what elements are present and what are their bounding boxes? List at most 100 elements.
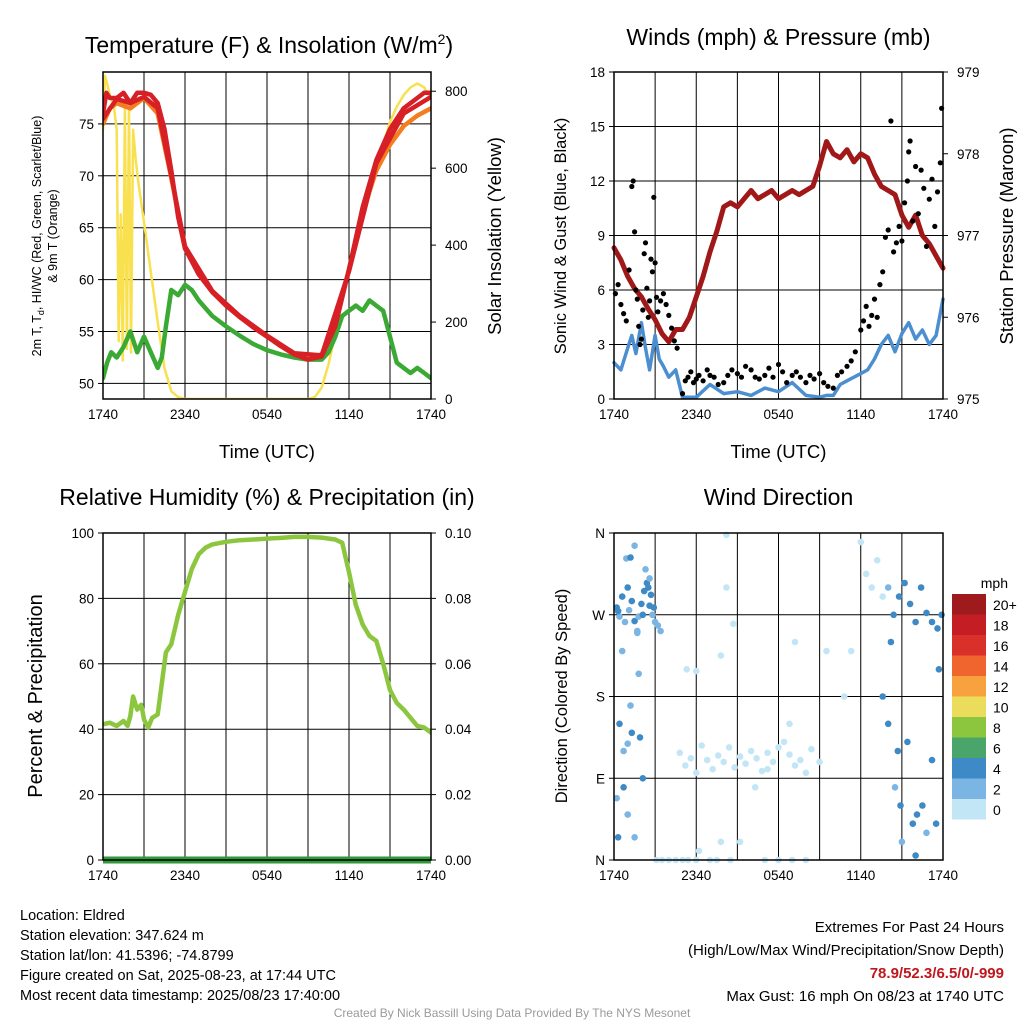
direction-point — [717, 838, 725, 846]
gust-point — [780, 369, 786, 375]
gust-point — [725, 372, 731, 378]
direction-point — [654, 622, 662, 629]
y-tick-label: S — [596, 690, 605, 705]
direction-point — [923, 609, 930, 617]
gust-point — [655, 309, 661, 315]
y2-tick-label: 0.10 — [445, 526, 471, 541]
title-text: Temperature (F) & Insolation (W/m — [85, 32, 438, 58]
legend-label: 4 — [993, 761, 1001, 777]
direction-point — [616, 720, 623, 728]
direction-point — [731, 764, 738, 771]
y2-tick-label: 977 — [957, 229, 980, 244]
legend-swatch — [952, 614, 986, 635]
x-tick-label: 1740 — [928, 407, 958, 422]
series-line-relative-humidity — [103, 534, 431, 735]
x-tick-label: 0540 — [763, 868, 793, 883]
x-tick-label: 1140 — [846, 407, 875, 422]
gust-point — [642, 240, 649, 246]
legend-swatch — [952, 655, 986, 676]
direction-point — [614, 607, 622, 615]
max-gust: Max Gust: 16 mph On 08/23 at 1740 UTC — [726, 988, 1004, 1005]
y2-tick-label: 800 — [445, 84, 468, 99]
direction-point — [620, 784, 627, 791]
title-end: ) — [445, 32, 453, 58]
gust-point — [817, 371, 823, 377]
series-line-2m-td — [103, 282, 431, 381]
direction-point — [841, 693, 848, 700]
direction-point — [634, 629, 641, 637]
x-tick-label: 1140 — [846, 868, 875, 883]
y-tick-label: 3 — [597, 338, 605, 353]
gust-point — [721, 380, 727, 386]
gust-point — [869, 312, 875, 318]
humidity-precipitation-panel: 1740 2340 0540 1140 17400204060801000.000.02… — [25, 484, 475, 883]
gust-point — [830, 385, 836, 391]
direction-point — [687, 755, 695, 762]
x-tick-label: 0540 — [763, 407, 793, 422]
legend-swatch — [952, 778, 986, 799]
direction-point — [758, 767, 766, 775]
gust-point — [707, 372, 713, 378]
direction-point — [698, 742, 705, 749]
y2-tick-label: 0.04 — [445, 722, 472, 737]
temperature-series — [103, 74, 431, 399]
series-line-2m-t — [103, 90, 431, 362]
gust-point — [649, 269, 656, 275]
y2-tick-label: 0.08 — [445, 591, 471, 606]
gust-point — [633, 287, 639, 293]
direction-point — [847, 647, 855, 655]
plot-border — [102, 532, 432, 861]
direction-point — [904, 738, 911, 746]
plot-border — [102, 71, 432, 400]
direction-point — [628, 597, 636, 605]
gust-point — [647, 298, 653, 304]
legend-label: 10 — [993, 700, 1009, 716]
temperature-insolation-panel: 1740 2340 0540 1140 1740 50 55 60 65 70 75 0 200 400 6… — [30, 31, 505, 462]
direction-point — [649, 611, 656, 619]
gust-point — [811, 376, 817, 382]
gust-point — [888, 118, 894, 124]
y-tick-label: 70 — [79, 169, 94, 184]
legend-label: 8 — [993, 720, 1001, 736]
direction-point — [646, 575, 653, 582]
gust-point — [704, 367, 710, 373]
direction-point — [912, 618, 919, 626]
gust-point — [893, 240, 900, 246]
y-axis-label: Percent & Precipitation — [25, 594, 47, 797]
direction-point — [764, 749, 771, 757]
extremes-title: Extremes For Past 24 Hours — [814, 919, 1004, 936]
gust-point — [640, 307, 646, 313]
gust-point — [932, 223, 938, 229]
gust-point — [752, 374, 758, 380]
direction-point — [897, 802, 904, 809]
gust-point — [630, 178, 636, 184]
direction-point — [890, 611, 897, 619]
direction-point — [616, 613, 623, 620]
y-tick-label: 6 — [597, 283, 605, 298]
gust-point — [877, 282, 883, 288]
y2-tick-label: 0.00 — [445, 853, 471, 868]
gust-point — [775, 361, 782, 368]
y-tick-label: 80 — [79, 591, 94, 606]
direction-point — [614, 834, 622, 841]
gust-point — [738, 374, 745, 380]
gust-point — [891, 249, 897, 255]
wind-pressure-panel: 1740 2340 0540 1140 174003691215189759769779… — [552, 24, 1017, 462]
direction-point — [639, 611, 647, 619]
gust-point — [652, 260, 658, 266]
credit-line: Created By Nick Bassill Using Data Provi… — [333, 1006, 691, 1020]
direction-point — [695, 847, 703, 855]
gust-point — [918, 167, 924, 173]
gust-point — [660, 291, 667, 297]
x-tick-label: 2340 — [681, 868, 711, 883]
direction-point — [631, 834, 638, 841]
gust-point — [734, 371, 741, 377]
direction-point — [938, 611, 945, 619]
gust-point — [618, 301, 624, 308]
y2-axis-label: Solar Insolation (Yellow) — [484, 137, 505, 335]
gust-point — [904, 178, 911, 184]
x-tick-label: 1740 — [88, 407, 118, 422]
y2-tick-label: 975 — [957, 392, 980, 407]
direction-point — [642, 566, 649, 573]
